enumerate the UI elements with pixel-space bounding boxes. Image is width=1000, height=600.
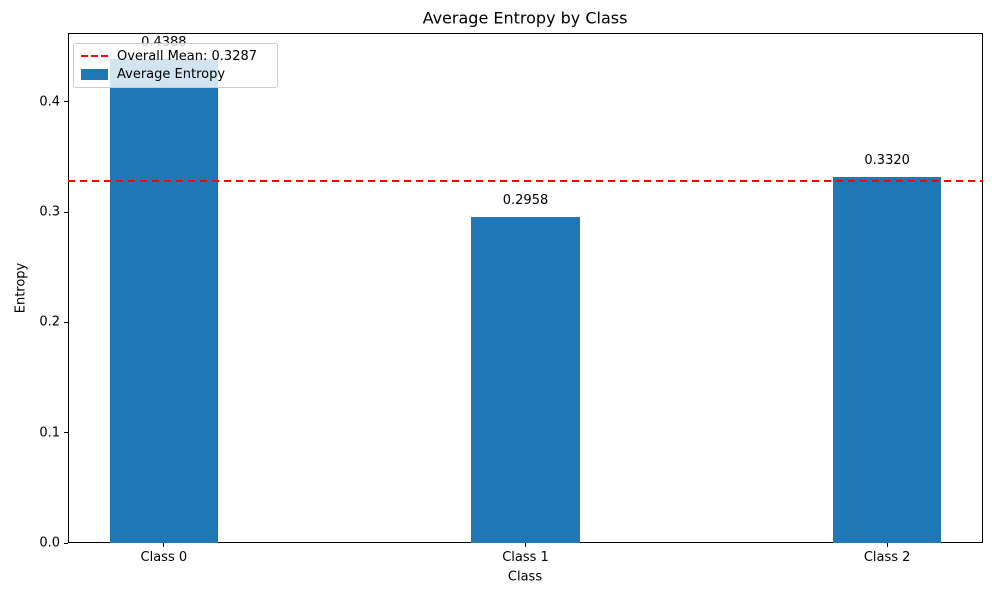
- y-tick-mark: [64, 101, 68, 103]
- legend-entry-average-entropy: Average Entropy: [81, 66, 268, 85]
- x-axis-label: Class: [507, 569, 543, 585]
- y-tick-label: 0.3: [39, 204, 60, 220]
- y-tick-label: 0.1: [39, 425, 60, 441]
- x-tick-label: Class 0: [140, 550, 188, 565]
- legend-entry-overall-mean: Overall Mean: 0.3287: [81, 47, 268, 66]
- y-tick-mark: [64, 432, 68, 434]
- y-tick-mark: [64, 542, 68, 544]
- x-tick-mark: [886, 543, 888, 547]
- overall-mean-line: [68, 179, 983, 182]
- chart-title: Average Entropy by Class: [422, 8, 628, 28]
- y-tick-label: 0.0: [39, 535, 60, 551]
- bar: [832, 176, 942, 543]
- legend: Overall Mean: 0.3287 Average Entropy: [73, 43, 278, 88]
- y-tick-label: 0.4: [39, 94, 60, 110]
- y-tick-label: 0.2: [39, 314, 60, 330]
- x-tick-label: Class 1: [502, 550, 549, 565]
- y-tick-mark: [64, 211, 68, 213]
- y-tick-mark: [64, 321, 68, 323]
- bar-value-label: 0.2958: [502, 192, 549, 208]
- bar: [109, 59, 219, 543]
- legend-label-average-entropy: Average Entropy: [117, 67, 226, 83]
- y-axis-label: Entropy: [13, 262, 29, 314]
- x-tick-mark: [525, 543, 526, 547]
- legend-label-overall-mean: Overall Mean: 0.3287: [117, 48, 258, 64]
- x-tick-label: Class 2: [863, 550, 911, 565]
- bar-value-label: 0.3320: [864, 152, 910, 168]
- blue-bar-swatch-icon: [81, 69, 108, 81]
- x-tick-mark: [163, 543, 165, 547]
- bar: [471, 216, 580, 543]
- red-dashed-line-icon: [81, 55, 108, 58]
